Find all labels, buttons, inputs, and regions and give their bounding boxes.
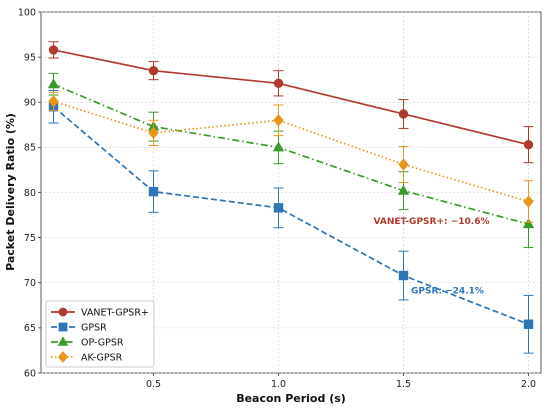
y-tick-label: 70 — [24, 278, 36, 289]
data-point — [523, 319, 534, 329]
legend-label: OP-GPSR — [81, 337, 124, 348]
data-point — [398, 158, 409, 171]
legend-entry-ak-gpsr: AK-GPSR — [51, 351, 123, 363]
legend-entry-gpsr: GPSR — [51, 322, 107, 333]
data-point — [273, 203, 284, 213]
y-tick-label: 85 — [24, 143, 36, 154]
data-point — [48, 95, 59, 108]
legend: VANET-GPSR+ GPSR OP-GPSR AK-GPSR — [45, 300, 155, 368]
legend-label: VANET-GPSR+ — [81, 307, 149, 318]
data-point — [398, 109, 409, 119]
data-point — [272, 141, 285, 152]
data-point — [48, 45, 59, 55]
data-point — [397, 184, 410, 195]
data-point — [522, 218, 535, 229]
data-point — [523, 195, 534, 208]
y-tick-label: 60 — [24, 368, 36, 379]
y-tick-label: 75 — [24, 233, 36, 244]
annotation-label: VANET-GPSR+: −10.6% — [374, 217, 490, 227]
data-point — [47, 78, 60, 89]
legend-entry-vanet-gpsr: VANET-GPSR+ — [51, 307, 149, 318]
x-tick-label: 2.0 — [521, 379, 536, 390]
annotation-label: GPSR: −24.1% — [411, 287, 484, 297]
x-tick-label: 1.5 — [396, 379, 411, 390]
y-axis-label: Packet Delivery Ratio (%) — [4, 113, 17, 271]
legend-label: GPSR — [81, 322, 107, 333]
data-point — [273, 114, 284, 127]
data-point — [398, 270, 409, 281]
legend-label: AK-GPSR — [81, 352, 123, 363]
data-point — [148, 186, 159, 197]
y-tick-label: 80 — [24, 188, 36, 199]
y-tick-label: 100 — [18, 7, 36, 18]
data-point — [523, 139, 534, 150]
axes: 60 65 70 75 80 85 90 95 100 0.5 1.0 1.5 2.0 — [18, 7, 536, 390]
legend-marker — [58, 307, 68, 317]
series-ak-gpsr — [48, 91, 534, 223]
series-vanet-gpsr — [48, 41, 534, 164]
legend-marker — [58, 351, 68, 363]
y-tick-label: 90 — [24, 98, 36, 109]
legend-entry-op-gpsr: OP-GPSR — [51, 336, 124, 348]
data-point — [148, 65, 159, 76]
y-tick-label: 65 — [24, 323, 36, 334]
x-tick-label: 1.0 — [271, 379, 286, 390]
data-point — [273, 78, 284, 88]
legend-marker — [57, 336, 69, 346]
data-point — [148, 126, 159, 140]
annotations: VANET-GPSR+: −10.6% GPSR: −24.1% — [374, 217, 490, 296]
y-tick-label: 95 — [24, 52, 36, 63]
series-group — [47, 41, 535, 354]
legend-box — [45, 300, 155, 368]
x-tick-label: 0.5 — [146, 379, 161, 390]
x-axis-label: Beacon Period (s) — [236, 392, 346, 405]
legend-marker — [58, 322, 68, 332]
